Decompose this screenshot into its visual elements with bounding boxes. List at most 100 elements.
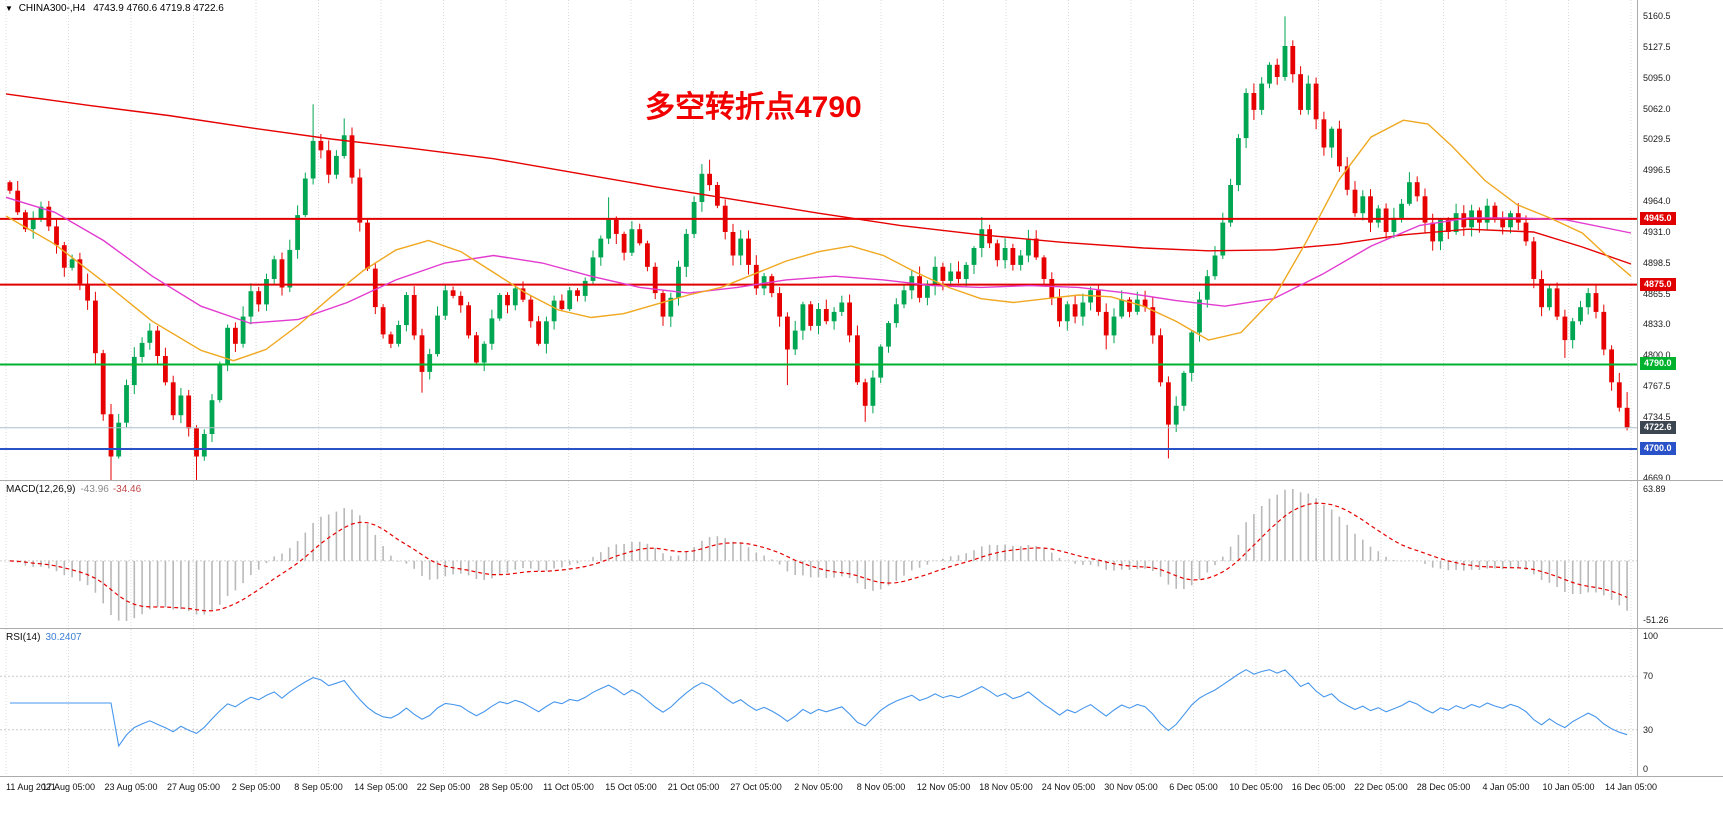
candle [233, 327, 238, 344]
panel-separator[interactable] [0, 480, 1723, 481]
time-axis[interactable]: 11 Aug 2021 17 Aug 05:00 23 Aug 05:00 27 Au… [0, 777, 1723, 803]
rsi-canvas[interactable] [0, 629, 1637, 777]
candle [201, 434, 207, 457]
candle [668, 297, 674, 317]
candle [590, 257, 596, 281]
price-tick-label: 5029.5 [1643, 134, 1671, 145]
ma-slow-red [5, 93, 1632, 265]
time-axis-label: 28 Sep 05:00 [479, 782, 533, 792]
time-axis-label: 24 Nov 05:00 [1041, 782, 1096, 792]
candle [225, 327, 230, 364]
candle [1127, 299, 1132, 312]
candle [1026, 238, 1031, 256]
candle [287, 249, 293, 288]
candle [707, 173, 712, 186]
candle [194, 428, 199, 457]
candle [1111, 316, 1117, 336]
candle [1158, 335, 1163, 383]
time-axis-label: 8 Nov 05:00 [856, 782, 906, 792]
candle [1360, 196, 1366, 214]
macd-indicator-panel[interactable] [0, 481, 1637, 629]
candle [419, 335, 425, 372]
price-axis[interactable]: 5160.5 5127.5 5095.0 5062.0 5029.5 4996.5 4964… [1638, 0, 1723, 483]
candle [1049, 279, 1055, 298]
symbol-dropdown-icon[interactable]: ▼ [5, 4, 13, 13]
macd-axis[interactable]: 63.89 -51.26 [1638, 481, 1723, 629]
candle [582, 280, 588, 296]
time-axis-label: 14 Jan 05:00 [1604, 782, 1658, 792]
candle [474, 335, 479, 363]
panel-separator[interactable] [0, 628, 1723, 629]
candle [1352, 189, 1358, 214]
time-axis-label: 14 Sep 05:00 [354, 782, 408, 792]
support-line-4700-badge: 4700.0 [1640, 442, 1676, 455]
candle [1616, 382, 1622, 408]
price-tick-label: 4800.0 [1643, 350, 1671, 361]
candle [1375, 208, 1381, 223]
price-tick-label: 5062.0 [1643, 103, 1671, 114]
candle [147, 330, 153, 343]
candle [326, 150, 332, 175]
candle [567, 290, 573, 310]
time-axis-label: 12 Nov 05:00 [916, 782, 971, 792]
candle [870, 377, 876, 406]
candle [108, 414, 114, 457]
candle [839, 302, 845, 312]
candle [1383, 208, 1389, 232]
candle [699, 173, 705, 202]
candle [1010, 248, 1016, 265]
candle [1438, 219, 1443, 242]
candle [652, 266, 658, 294]
macd-canvas[interactable] [0, 481, 1637, 629]
candle [1414, 182, 1420, 197]
indicator-tick-label: -51.26 [1643, 615, 1669, 625]
support-line-4790-badge: 4790.0 [1640, 357, 1676, 371]
time-axis-label: 23 Aug 05:00 [104, 782, 158, 792]
price-tick-label: 4964.0 [1643, 196, 1671, 207]
indicator-tick-label: 70 [1643, 671, 1654, 682]
candle [753, 264, 759, 289]
candle [349, 135, 355, 178]
ma-fast-orange [5, 119, 1632, 362]
price-chart-canvas[interactable] [0, 0, 1637, 480]
candle [1453, 213, 1459, 232]
candle [1391, 217, 1397, 232]
candle [1313, 83, 1319, 120]
candle [1181, 372, 1187, 406]
price-tick-label: 4767.5 [1643, 380, 1671, 391]
rsi-indicator-name: RSI(14) [6, 632, 41, 643]
candle [1290, 46, 1296, 75]
candle [1562, 316, 1568, 341]
candle [855, 335, 860, 383]
candle [1554, 288, 1560, 317]
time-axis-label: 10 Jan 05:00 [1542, 782, 1595, 792]
candle [318, 140, 324, 151]
chart-annotation-text[interactable]: 多空转折点4790 [645, 91, 862, 124]
candle [598, 238, 604, 258]
candle [1134, 299, 1140, 312]
candle [131, 356, 137, 386]
candle [512, 288, 518, 306]
candle [372, 268, 378, 308]
candle [1601, 311, 1607, 350]
candle [823, 309, 829, 322]
price-chart-panel[interactable] [0, 0, 1637, 480]
candle [1166, 382, 1171, 425]
candle [956, 271, 961, 279]
rsi-indicator-panel[interactable] [0, 629, 1637, 777]
candle [1251, 93, 1257, 110]
candle [1204, 276, 1210, 300]
candle [1282, 46, 1288, 77]
price-tick-label: 4996.5 [1643, 165, 1671, 176]
candle [606, 219, 611, 239]
current-price-line-badge: 4722.6 [1640, 420, 1676, 434]
rsi-label: RSI(14) 30.2407 [6, 632, 82, 643]
candle [1072, 304, 1078, 317]
candle [559, 300, 565, 310]
time-axis-label: 28 Dec 05:00 [1416, 782, 1471, 792]
candle [901, 290, 907, 305]
candle [1344, 166, 1350, 190]
candle [100, 353, 106, 415]
candle [1220, 222, 1226, 256]
rsi-axis[interactable]: 100 70 30 0 [1638, 629, 1723, 777]
